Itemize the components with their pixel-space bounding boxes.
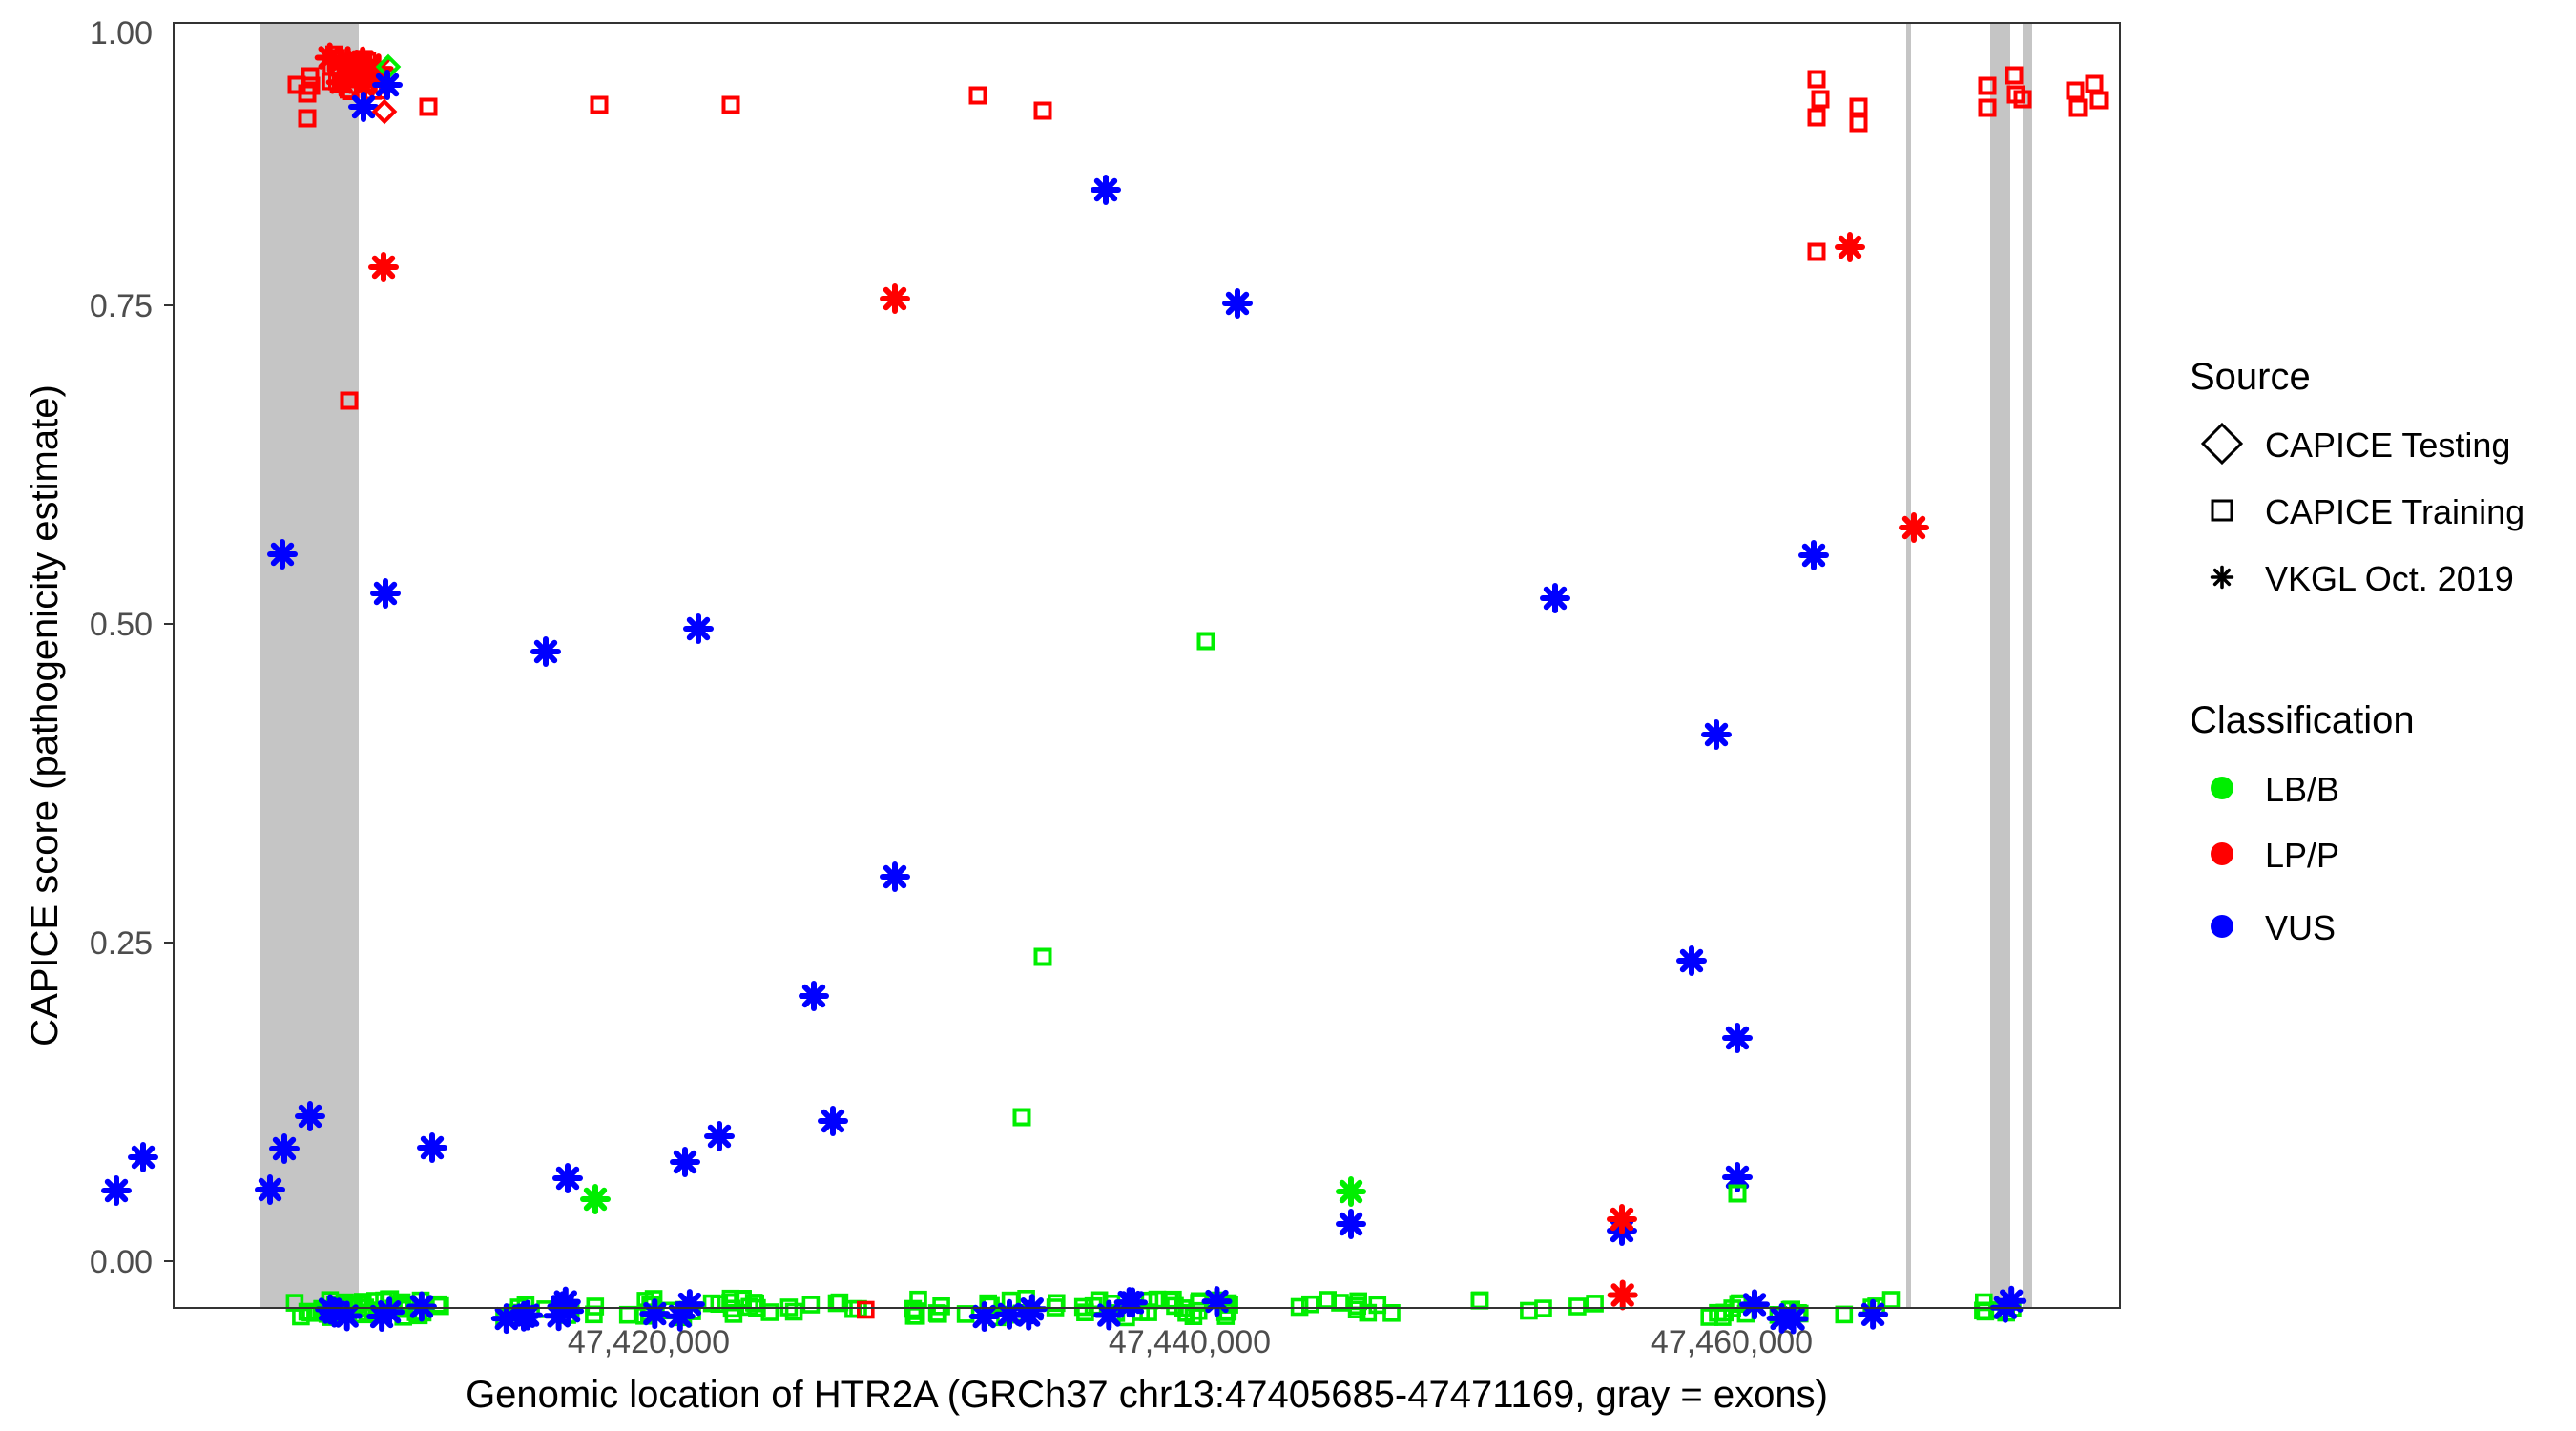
svg-text:0.75: 0.75 xyxy=(90,288,153,324)
svg-text:47,460,000: 47,460,000 xyxy=(1651,1324,1813,1360)
svg-text:0.25: 0.25 xyxy=(90,925,153,962)
svg-text:LP/P: LP/P xyxy=(2265,836,2339,875)
svg-text:47,420,000: 47,420,000 xyxy=(568,1324,730,1360)
svg-text:47,440,000: 47,440,000 xyxy=(1109,1324,1271,1360)
svg-text:CAPICE Training: CAPICE Training xyxy=(2265,492,2524,531)
svg-text:CAPICE Testing: CAPICE Testing xyxy=(2265,425,2510,465)
svg-text:0.00: 0.00 xyxy=(90,1244,153,1280)
svg-text:Source: Source xyxy=(2190,356,2311,398)
svg-text:0.50: 0.50 xyxy=(90,607,153,643)
svg-text:VUS: VUS xyxy=(2265,908,2336,947)
svg-text:VKGL Oct. 2019: VKGL Oct. 2019 xyxy=(2265,559,2514,598)
svg-text:1.00: 1.00 xyxy=(90,15,153,52)
svg-text:LB/B: LB/B xyxy=(2265,770,2339,809)
svg-text:Classification: Classification xyxy=(2190,699,2415,741)
svg-text:CAPICE score (pathogenicity es: CAPICE score (pathogenicity estimate) xyxy=(24,384,66,1047)
svg-text:Genomic location of HTR2A (GRC: Genomic location of HTR2A (GRCh37 chr13:… xyxy=(466,1374,1828,1416)
